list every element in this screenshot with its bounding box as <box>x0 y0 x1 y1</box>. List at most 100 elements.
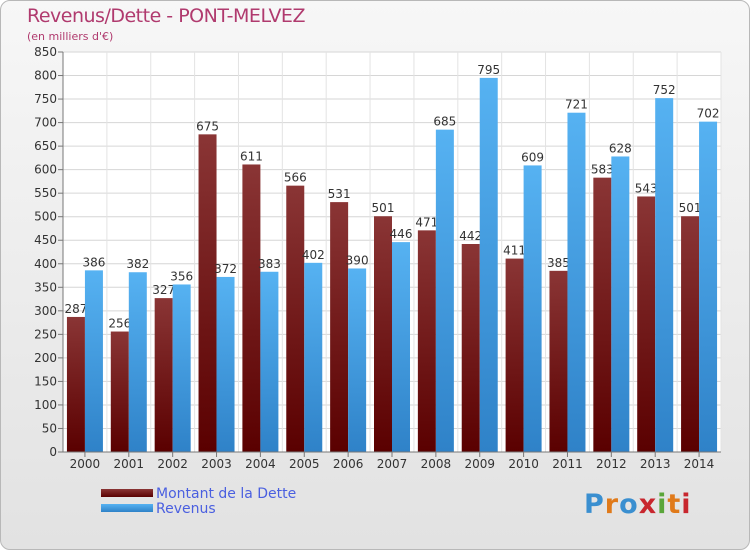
value-label-revenus: 702 <box>697 107 720 121</box>
x-tick-label: 2004 <box>245 457 276 471</box>
legend-swatch-revenus <box>101 504 153 512</box>
value-label-dette: 411 <box>503 244 526 258</box>
y-tick-label: 550 <box>34 186 57 200</box>
bar-dette <box>461 244 480 452</box>
bar-revenus <box>84 270 103 452</box>
value-label-revenus: 356 <box>170 269 193 283</box>
value-label-dette: 566 <box>284 171 307 185</box>
value-label-dette: 611 <box>240 149 263 163</box>
bar-revenus <box>699 121 718 452</box>
value-label-dette: 256 <box>108 317 131 331</box>
bar-dette <box>374 216 392 452</box>
bar-dette <box>593 177 612 452</box>
y-tick-label: 350 <box>34 280 57 294</box>
x-tick-label: 2003 <box>201 457 232 471</box>
bar-revenus <box>260 271 279 452</box>
bar-revenus <box>523 165 542 453</box>
value-label-dette: 442 <box>459 229 482 243</box>
y-tick-label: 500 <box>34 210 57 224</box>
value-label-dette: 583 <box>591 163 614 177</box>
value-label-revenus: 685 <box>433 115 456 129</box>
legend-label-revenus: Revenus <box>156 501 216 517</box>
chart-subtitle: (en milliers d'€) <box>27 30 114 43</box>
y-tick-label: 200 <box>34 351 57 365</box>
x-tick-label: 2008 <box>421 457 452 471</box>
y-tick-label: 400 <box>34 257 57 271</box>
chart-title: Revenus/Dette - PONT-MELVEZ <box>27 5 305 27</box>
bar-revenus <box>435 129 454 452</box>
bar-revenus <box>611 156 630 452</box>
x-tick-label: 2013 <box>640 457 671 471</box>
x-tick-label: 2014 <box>684 457 715 471</box>
bar-dette <box>549 270 568 452</box>
y-tick-label: 0 <box>49 445 57 459</box>
value-label-revenus: 721 <box>565 98 588 112</box>
y-tick-label: 450 <box>34 233 57 247</box>
legend-swatch-dette <box>101 489 153 497</box>
bar-revenus <box>348 268 367 452</box>
value-label-dette: 471 <box>415 215 438 229</box>
logo-letter: r <box>604 489 620 520</box>
logo-letter: P <box>584 489 605 520</box>
x-tick-label: 2009 <box>464 457 495 471</box>
x-tick-label: 2007 <box>377 457 408 471</box>
x-tick-label: 2010 <box>508 457 539 471</box>
x-tick-label: 2001 <box>114 457 145 471</box>
x-tick-label: 2012 <box>596 457 627 471</box>
value-label-dette: 675 <box>196 119 219 133</box>
value-label-revenus: 795 <box>477 63 500 77</box>
bar-dette <box>242 164 261 452</box>
value-label-revenus: 390 <box>346 253 369 267</box>
bar-revenus <box>655 98 674 452</box>
y-tick-label: 600 <box>34 163 57 177</box>
bar-dette <box>417 230 436 452</box>
value-label-dette: 385 <box>547 256 570 270</box>
bar-revenus <box>304 262 323 452</box>
bar-dette <box>637 196 656 452</box>
x-tick-label: 2011 <box>552 457 583 471</box>
bar-revenus <box>479 77 498 452</box>
x-tick-label: 2002 <box>157 457 188 471</box>
value-label-dette: 543 <box>635 181 658 195</box>
bar-revenus <box>392 242 410 452</box>
value-label-revenus: 609 <box>521 150 544 164</box>
y-tick-label: 250 <box>34 327 57 341</box>
value-label-revenus: 383 <box>258 257 281 271</box>
bar-revenus <box>216 276 235 452</box>
y-tick-label: 50 <box>42 421 57 435</box>
y-tick-label: 750 <box>34 92 57 106</box>
logo-letter: i <box>657 489 668 520</box>
value-label-revenus: 372 <box>214 262 237 276</box>
logo-letter: o <box>619 489 639 520</box>
value-label-revenus: 402 <box>302 248 325 262</box>
y-tick-label: 100 <box>34 398 57 412</box>
bar-dette <box>330 202 349 452</box>
value-label-revenus: 628 <box>609 141 632 155</box>
bar-dette <box>66 316 85 452</box>
y-tick-label: 150 <box>34 374 57 388</box>
x-tick-label: 2005 <box>289 457 320 471</box>
value-label-dette: 501 <box>372 201 395 215</box>
bar-dette <box>154 298 173 452</box>
value-label-revenus: 382 <box>126 257 149 271</box>
y-tick-label: 300 <box>34 304 57 318</box>
y-tick-label: 800 <box>34 69 57 83</box>
legend-label-dette: Montant de la Dette <box>156 486 297 502</box>
bar-revenus <box>567 112 586 453</box>
value-label-revenus: 752 <box>653 83 676 97</box>
bar-dette <box>110 331 129 452</box>
value-label-dette: 327 <box>152 283 175 297</box>
value-label-revenus: 446 <box>390 227 413 241</box>
proxiti-logo: Proxiti <box>584 489 692 520</box>
value-label-dette: 531 <box>328 187 351 201</box>
y-tick-label: 850 <box>34 45 57 59</box>
logo-letter: i <box>681 489 692 520</box>
x-tick-label: 2006 <box>333 457 364 471</box>
value-label-revenus: 386 <box>82 255 105 269</box>
bar-dette <box>286 185 305 452</box>
logo-letter: x <box>638 489 658 520</box>
bar-dette <box>198 134 217 452</box>
y-tick-label: 700 <box>34 116 57 130</box>
